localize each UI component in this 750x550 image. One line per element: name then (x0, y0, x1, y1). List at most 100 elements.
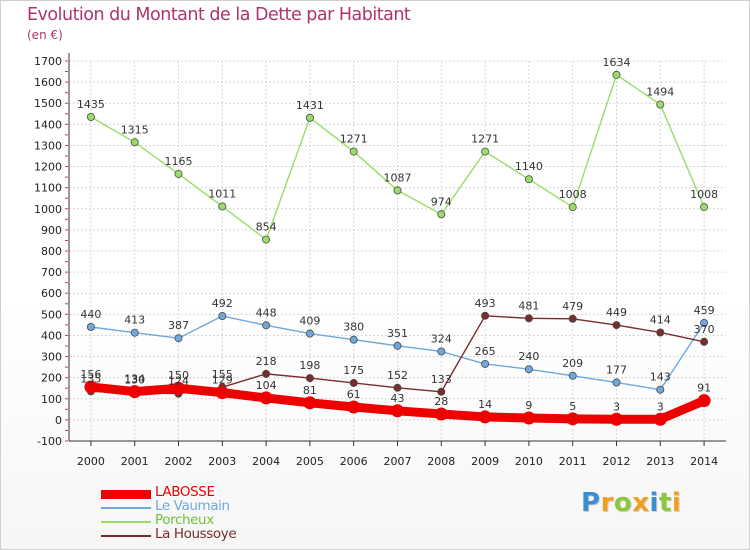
data-label-labosse: 28 (434, 395, 448, 408)
y-tick-label: 1200 (34, 161, 62, 174)
data-point-labosse (522, 411, 536, 425)
data-point-la-houssoye (612, 321, 621, 330)
data-point-la-houssoye (305, 374, 314, 383)
data-label-porcheux: 1087 (384, 171, 412, 184)
data-point-la-houssoye (568, 314, 577, 323)
legend-swatch (101, 535, 151, 537)
x-tick-label: 2006 (340, 455, 368, 468)
data-label-porcheux: 1435 (77, 98, 105, 111)
data-point-le-vaumain (349, 335, 358, 344)
data-point-porcheux (86, 112, 95, 121)
data-label-la-houssoye: 414 (650, 313, 671, 326)
x-tick-label: 2014 (690, 455, 718, 468)
data-point-labosse (303, 396, 317, 410)
data-label-le-vaumain: 409 (299, 315, 320, 328)
data-point-porcheux (656, 100, 665, 109)
logo-letter: x (632, 488, 650, 518)
x-tick-label: 2012 (603, 455, 631, 468)
logo-letter: o (613, 488, 633, 518)
y-tick-label: 300 (41, 351, 62, 364)
data-point-porcheux (262, 235, 271, 244)
chart-title: Evolution du Montant de la Dette par Hab… (27, 5, 411, 25)
data-point-la-houssoye (524, 314, 533, 323)
x-tick-label: 2008 (427, 455, 455, 468)
data-point-le-vaumain (481, 359, 490, 368)
data-label-le-vaumain: 492 (212, 297, 233, 310)
legend-swatch (101, 490, 151, 499)
x-tick-label: 2000 (77, 455, 105, 468)
data-label-la-houssoye: 370 (694, 323, 715, 336)
data-point-le-vaumain (656, 385, 665, 394)
data-point-la-houssoye (262, 369, 271, 378)
data-point-porcheux (481, 147, 490, 156)
series-lines (84, 70, 711, 426)
data-label-la-houssoye: 481 (518, 299, 539, 312)
data-label-la-houssoye: 175 (343, 364, 364, 377)
data-label-le-vaumain: 459 (694, 304, 715, 317)
data-point-porcheux (437, 210, 446, 219)
data-labels: 1435131511651011854143112711087974127111… (77, 56, 718, 413)
data-label-labosse: 134 (124, 373, 145, 386)
data-label-porcheux: 1140 (515, 160, 543, 173)
data-point-le-vaumain (174, 334, 183, 343)
x-tick-label: 2010 (515, 455, 543, 468)
data-point-labosse (566, 412, 580, 426)
data-point-porcheux (130, 138, 139, 147)
y-tick-label: 1400 (34, 118, 62, 131)
y-tick-label: 200 (41, 372, 62, 385)
data-point-le-vaumain (568, 371, 577, 380)
data-point-labosse (478, 410, 492, 424)
grid-lines (69, 60, 726, 442)
data-label-la-houssoye: 133 (431, 373, 452, 386)
data-point-le-vaumain (524, 365, 533, 374)
proxiti-logo: Proxiti (581, 488, 681, 518)
x-tick-label: 2007 (384, 455, 412, 468)
data-point-labosse (259, 391, 273, 405)
data-label-porcheux: 1634 (603, 56, 631, 69)
data-label-le-vaumain: 265 (475, 345, 496, 358)
data-point-le-vaumain (218, 312, 227, 321)
data-label-le-vaumain: 177 (606, 364, 627, 377)
y-tick-label: 1100 (34, 182, 62, 195)
x-tick-label: 2013 (646, 455, 674, 468)
data-label-porcheux: 1315 (121, 123, 149, 136)
legend-swatch (101, 521, 151, 523)
legend-label: Porcheux (155, 512, 214, 528)
data-point-labosse (84, 380, 98, 394)
data-label-la-houssoye: 218 (256, 355, 277, 368)
y-tick-label: 400 (41, 329, 62, 342)
y-tick-label: 800 (41, 245, 62, 258)
data-point-porcheux (568, 203, 577, 212)
data-label-labosse: 14 (478, 398, 492, 411)
data-label-la-houssoye: 135 (80, 372, 101, 385)
data-point-labosse (391, 404, 404, 418)
data-point-la-houssoye (349, 378, 358, 387)
x-tick-label: 2002 (165, 455, 193, 468)
data-point-labosse (215, 386, 229, 400)
y-tick-label: 1300 (34, 139, 62, 152)
y-tick-label: 1700 (34, 55, 62, 68)
data-point-le-vaumain (700, 318, 709, 327)
y-tick-label: 0 (55, 414, 62, 427)
legend-swatch (101, 507, 151, 509)
data-label-labosse: 61 (347, 388, 361, 401)
logo-letter: P (581, 488, 601, 518)
y-tick-label: 500 (41, 308, 62, 321)
data-label-labosse: 156 (80, 368, 101, 381)
data-point-porcheux (524, 175, 533, 184)
data-label-porcheux: 854 (256, 221, 277, 234)
data-label-labosse: 43 (391, 392, 405, 405)
data-label-la-houssoye: 479 (562, 300, 583, 313)
y-tick-label: 1600 (34, 76, 62, 89)
data-label-porcheux: 1494 (646, 85, 674, 98)
data-label-la-houssoye: 449 (606, 306, 627, 319)
data-label-labosse: 91 (697, 382, 711, 395)
data-label-labosse: 81 (303, 384, 317, 397)
data-label-le-vaumain: 413 (124, 314, 145, 327)
legend-label: LABOSSE (155, 484, 215, 500)
data-point-la-houssoye (656, 328, 665, 337)
data-label-la-houssoye: 198 (299, 359, 320, 372)
data-point-le-vaumain (305, 329, 314, 338)
chart-subtitle: (en €) (27, 28, 63, 42)
